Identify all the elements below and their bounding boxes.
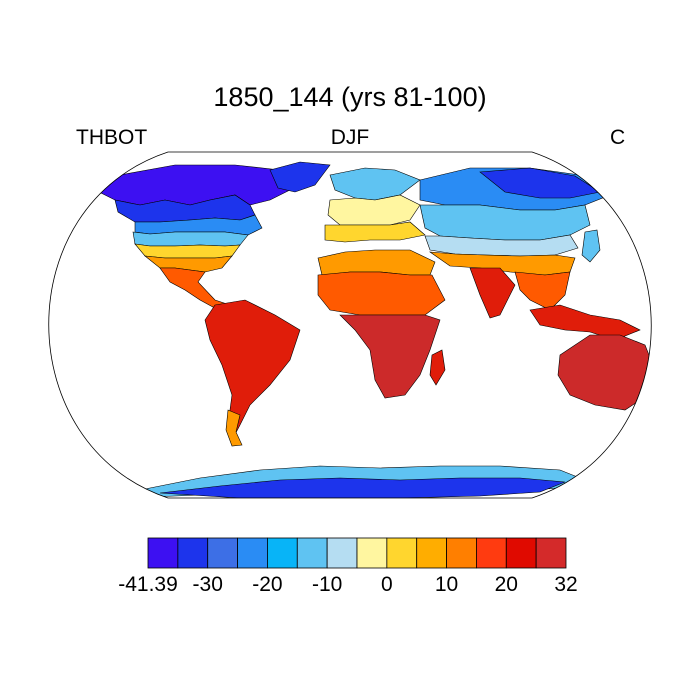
colorbar-box-4 — [267, 537, 298, 569]
colorbar-box-6 — [326, 537, 358, 569]
indonesia — [529, 304, 641, 341]
colorbar-box-12 — [505, 537, 537, 569]
greenland — [269, 161, 331, 193]
colorbar-box-11 — [476, 537, 507, 569]
colorbar-tick-label: -10 — [311, 573, 343, 596]
india — [469, 267, 516, 319]
australia — [557, 334, 652, 411]
africa-north — [317, 249, 436, 276]
southeast-asia — [514, 271, 571, 311]
colorbar-box-7 — [356, 537, 388, 569]
colorbar-box-13 — [535, 537, 567, 569]
units-label: C — [610, 126, 626, 149]
africa-sahel — [317, 271, 446, 316]
europe-south — [327, 194, 421, 226]
colorbar-box-1 — [177, 537, 209, 569]
colorbar-box-8 — [386, 537, 418, 569]
figure-title: 1850_144 (yrs 81-100) — [213, 82, 487, 112]
asia-north-far — [479, 167, 601, 199]
asia-south — [428, 251, 576, 276]
japan — [581, 229, 601, 263]
colorbar-box-5 — [296, 537, 328, 569]
colorbar-tick-label: 10 — [434, 573, 459, 596]
south-america — [204, 299, 301, 441]
mediterranean-rim — [324, 221, 426, 243]
colorbar-box-2 — [207, 537, 238, 569]
map-projection-outline — [48, 151, 652, 499]
colorbar-tick-label: 0 — [381, 573, 393, 596]
colorbar — [147, 537, 567, 569]
madagascar — [429, 349, 446, 386]
asia-central — [419, 204, 591, 241]
colorbar-tick-label: -20 — [252, 573, 283, 596]
colorbar-tick-label: -41.39 — [118, 573, 178, 596]
north-america-arctic — [94, 164, 301, 206]
colorbar-box-10 — [446, 537, 477, 569]
colorbar-tick-label: 32 — [554, 573, 578, 596]
new-zealand — [634, 401, 652, 426]
south-america-south — [225, 409, 243, 447]
colorbar-tick-label: -30 — [192, 573, 223, 596]
central-america — [159, 267, 231, 313]
colorbar-box-3 — [237, 537, 268, 569]
antarctica-interior — [159, 477, 566, 498]
north-america-mid — [132, 231, 249, 247]
variable-label: THBOT — [76, 126, 148, 149]
africa-central — [339, 314, 441, 399]
north-america-temperate — [134, 243, 241, 259]
europe-north — [329, 167, 421, 201]
season-label: DJF — [330, 126, 370, 149]
colorbar-box-9 — [416, 537, 447, 569]
colorbar-box-0 — [147, 537, 179, 569]
colorbar-tick-label: 20 — [494, 573, 518, 596]
